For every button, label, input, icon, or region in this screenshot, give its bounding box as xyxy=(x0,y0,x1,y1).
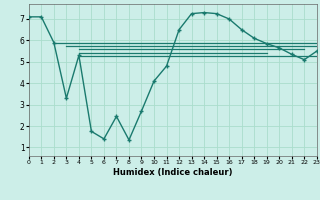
X-axis label: Humidex (Indice chaleur): Humidex (Indice chaleur) xyxy=(113,168,233,177)
